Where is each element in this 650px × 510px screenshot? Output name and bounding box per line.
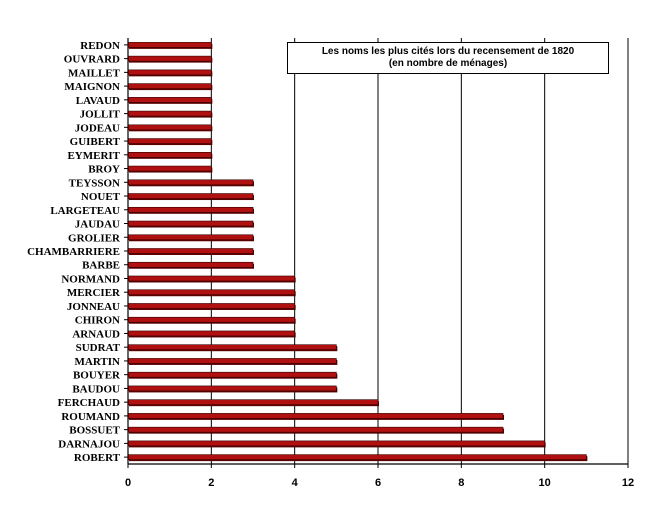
- category-label-redon: REDON: [80, 40, 120, 52]
- bar-guibert: [127, 138, 212, 144]
- bar-sudrat: [127, 344, 337, 350]
- bar-mercier: [127, 289, 295, 296]
- category-label-jodeau: JODEAU: [75, 122, 120, 134]
- bar-broy: [127, 165, 212, 172]
- bar-arnaud: [127, 330, 295, 337]
- bar-nouet: [127, 193, 254, 199]
- category-label-grolier: GROLIER: [68, 232, 121, 244]
- category-label-ferchaud: FERCHAUD: [58, 397, 120, 409]
- chart-title: Les noms les plus cités lors du recensem…: [321, 46, 575, 57]
- bar-jollit: [127, 110, 212, 117]
- bar-normand: [127, 275, 295, 282]
- bar-redon: [127, 42, 212, 48]
- bar-robert: [127, 454, 587, 460]
- category-label-roumand: ROUMAND: [61, 411, 120, 423]
- bar-roumand: [127, 413, 504, 419]
- bar-jaudau: [127, 220, 254, 227]
- bar-ouvrard: [127, 55, 212, 62]
- x-tick-label-0: 0: [125, 477, 131, 489]
- category-label-normand: NORMAND: [61, 273, 120, 285]
- bar-largeteau: [127, 206, 254, 213]
- category-label-ouvrard: OUVRARD: [64, 54, 120, 66]
- x-tick-labels: 0 2 4 6 8 10 12: [125, 477, 634, 489]
- category-label-martin: MARTIN: [75, 356, 121, 368]
- bar-martin: [127, 358, 337, 364]
- bar-maillet: [127, 69, 212, 76]
- x-tick-label-10: 10: [539, 477, 551, 489]
- x-tick-label-4: 4: [292, 477, 299, 489]
- bar-jodeau: [127, 124, 212, 131]
- bar-barbe: [127, 261, 254, 268]
- bar-bouyer: [127, 371, 337, 378]
- category-label-nouet: NOUET: [81, 191, 121, 203]
- chart-subtitle: (en nombre de ménages): [388, 58, 508, 69]
- category-label-guibert: GUIBERT: [70, 136, 121, 148]
- bar-bossuet: [127, 426, 504, 433]
- category-label-maillet: MAILLET: [68, 67, 121, 79]
- bar-ferchaud: [127, 399, 379, 405]
- bar-grolier: [127, 234, 254, 241]
- category-label-maignon: MAIGNON: [64, 81, 120, 93]
- category-label-chambarriere: CHAMBARRIERE: [27, 246, 120, 258]
- axes: [124, 38, 629, 468]
- grid-lines: [210, 38, 629, 464]
- bar-teysson: [127, 179, 254, 186]
- x-tick-label-8: 8: [458, 477, 464, 489]
- category-label-jollit: JOLLIT: [80, 109, 121, 121]
- category-label-barbe: BARBE: [82, 260, 120, 272]
- category-label-chiron: CHIRON: [75, 315, 120, 327]
- bar-chambarriere: [127, 248, 254, 254]
- bar-chiron: [127, 316, 295, 323]
- category-labels: REDONOUVRARDMAILLETMAIGNONLAVAUDJOLLITJO…: [27, 40, 121, 464]
- category-label-broy: BROY: [88, 164, 120, 176]
- category-label-jaudau: JAUDAU: [75, 219, 120, 231]
- category-label-teysson: TEYSSON: [69, 177, 120, 189]
- bar-eymerit: [127, 152, 212, 158]
- bar-baudou: [127, 385, 337, 392]
- bar-lavaud: [127, 97, 212, 103]
- bar-darnajou: [127, 440, 545, 447]
- category-label-bossuet: BOSSUET: [69, 425, 120, 437]
- category-label-lavaud: LAVAUD: [76, 95, 120, 107]
- bar-jonneau: [127, 303, 295, 309]
- category-label-mercier: MERCIER: [67, 287, 121, 299]
- x-tick-label-6: 6: [375, 477, 381, 489]
- category-label-sudrat: SUDRAT: [76, 342, 121, 354]
- category-label-robert: ROBERT: [74, 452, 121, 464]
- bars: [127, 42, 588, 462]
- category-label-arnaud: ARNAUD: [72, 328, 120, 340]
- category-label-darnajou: DARNAJOU: [58, 438, 120, 450]
- chart-title-box: Les noms les plus cités lors du recensem…: [287, 42, 609, 74]
- category-label-jonneau: JONNEAU: [67, 301, 120, 313]
- category-label-bouyer: BOUYER: [73, 370, 121, 382]
- bar-maignon: [127, 83, 212, 89]
- category-label-baudou: BAUDOU: [72, 383, 120, 395]
- category-label-largeteau: LARGETEAU: [50, 205, 120, 217]
- category-label-eymerit: EYMERIT: [67, 150, 120, 162]
- x-tick-label-12: 12: [622, 477, 634, 489]
- x-tick-label-2: 2: [208, 477, 214, 489]
